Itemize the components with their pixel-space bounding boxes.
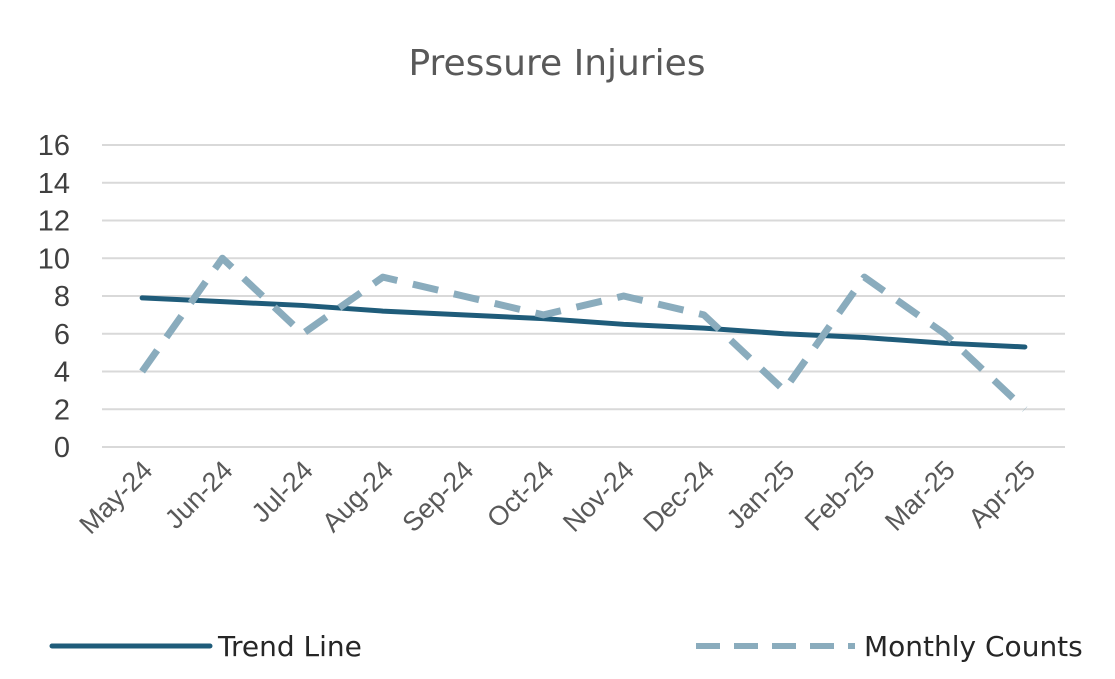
series-group [139, 254, 1028, 412]
x-tick-label-aug-24: Aug-24 [316, 455, 399, 538]
chart-title: Pressure Injuries [408, 43, 705, 84]
y-tick-label: 2 [54, 394, 70, 426]
gridlines [102, 144, 1065, 448]
y-axis-ticks: 0 2 4 6 8 10 12 14 16 [38, 130, 70, 464]
series-line-trend-line [139, 295, 1028, 350]
legend-label-monthly-counts: Monthly Counts [864, 630, 1083, 663]
y-tick-label: 4 [54, 357, 70, 389]
x-tick-label-nov-24: Nov-24 [557, 455, 640, 538]
x-tick-label-jun-24: Jun-24 [159, 455, 239, 535]
x-tick-label-feb-25: Feb-25 [799, 455, 881, 537]
y-tick-label: 12 [38, 206, 70, 238]
y-tick-label: 8 [54, 281, 70, 313]
x-tick-label-jul-24: Jul-24 [246, 455, 319, 528]
y-tick-label: 14 [38, 168, 70, 200]
y-tick-label: 0 [54, 432, 70, 464]
y-tick-label: 10 [38, 243, 70, 275]
x-tick-label-jan-25: Jan-25 [721, 455, 801, 535]
legend-label-trend-line: Trend Line [217, 630, 362, 663]
x-tick-label-sep-24: Sep-24 [397, 455, 480, 538]
x-tick-label-mar-25: Mar-25 [879, 455, 961, 537]
x-tick-label-may-24: May-24 [73, 455, 158, 540]
series-line-monthly-counts [139, 254, 1028, 412]
legend: Trend Line Monthly Counts [49, 630, 1083, 663]
x-tick-label-oct-24: Oct-24 [481, 455, 560, 534]
x-tick-label-dec-24: Dec-24 [637, 455, 720, 538]
y-tick-label: 6 [54, 319, 70, 351]
y-tick-label: 16 [38, 130, 70, 162]
x-tick-label-apr-25: Apr-25 [963, 455, 1042, 534]
